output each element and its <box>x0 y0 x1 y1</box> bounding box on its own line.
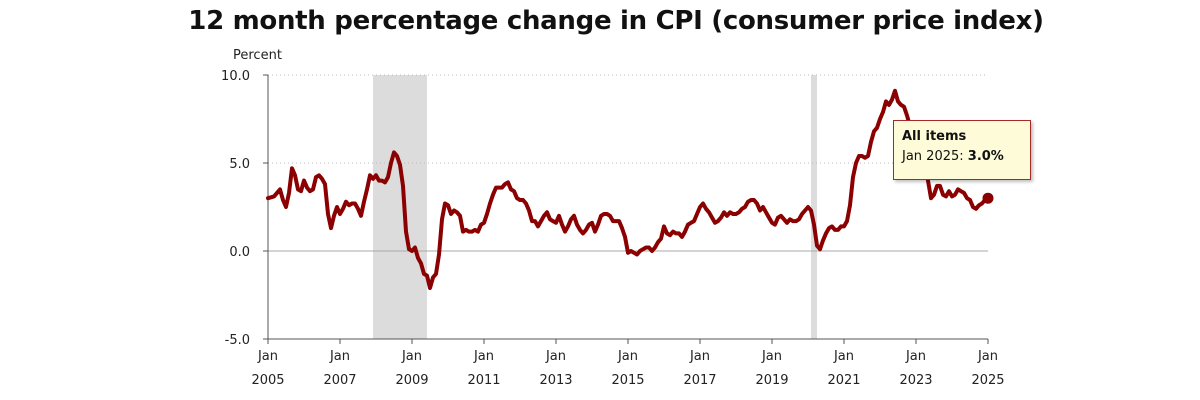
y-tick-labels: 10.0 5.0 0.0 -5.0 <box>221 69 250 348</box>
x-tick-month-1: Jan <box>329 349 350 364</box>
x-tick-month-9: Jan <box>905 349 926 364</box>
x-tick-year-4: 2013 <box>539 373 572 388</box>
x-tick-month-7: Jan <box>761 349 782 364</box>
highlight-layer <box>982 192 994 204</box>
grid-layer <box>263 74 988 340</box>
y-tick-label-2: 0.0 <box>229 245 250 260</box>
x-tick-year-8: 2021 <box>827 373 860 388</box>
x-tick-month-6: Jan <box>689 349 710 364</box>
x-tick-year-0: 2005 <box>251 373 284 388</box>
recession-band-0 <box>373 75 427 339</box>
tooltip-value-line: Jan 2025: 3.0% <box>902 149 1022 164</box>
y-tick-label-3: -5.0 <box>225 333 250 348</box>
x-tick-month-5: Jan <box>617 349 638 364</box>
x-tick-month-2: Jan <box>401 349 422 364</box>
highlight-point <box>982 192 994 204</box>
recession-shading-layer <box>373 75 817 339</box>
tooltip-value: 3.0% <box>967 149 1004 164</box>
data-tooltip: All items Jan 2025: 3.0% <box>893 120 1031 180</box>
x-tick-year-7: 2019 <box>755 373 788 388</box>
x-tick-month-0: Jan <box>257 349 278 364</box>
x-tick-month-3: Jan <box>473 349 494 364</box>
axis-layer: Percent <box>233 48 988 340</box>
x-tick-year-1: 2007 <box>323 373 356 388</box>
x-tick-labels: Jan 2005 Jan 2007 Jan 2009 Jan 2011 Jan 2013 Jan 20… <box>251 339 1005 388</box>
x-tick-year-6: 2017 <box>683 373 716 388</box>
x-tick-month-4: Jan <box>545 349 566 364</box>
series-layer <box>266 88 990 290</box>
chart-title: 12 month percentage change in CPI (consu… <box>188 6 1044 36</box>
series-line-0 <box>266 88 990 290</box>
x-tick-year-5: 2015 <box>611 373 644 388</box>
x-tick-month-10: Jan <box>977 349 998 364</box>
x-tick-year-2: 2009 <box>395 373 428 388</box>
x-tick-year-10: 2025 <box>971 373 1004 388</box>
x-tick-year-3: 2011 <box>467 373 500 388</box>
y-tick-label-0: 10.0 <box>221 69 250 84</box>
x-tick-month-8: Jan <box>833 349 854 364</box>
tooltip-date-label: Jan 2025: <box>902 149 968 164</box>
y-tick-label-1: 5.0 <box>229 157 250 172</box>
recession-band-1 <box>811 75 817 339</box>
x-tick-year-9: 2023 <box>899 373 932 388</box>
y-axis-label: Percent <box>233 48 282 63</box>
tooltip-series-name: All items <box>902 129 967 144</box>
